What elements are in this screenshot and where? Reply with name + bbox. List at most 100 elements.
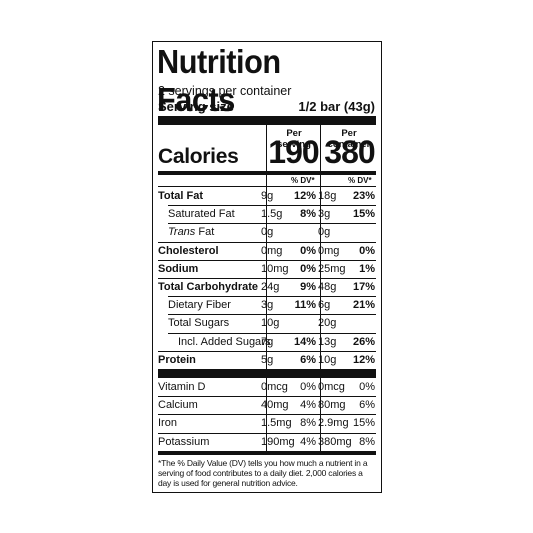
amount-per-container: 25mg bbox=[318, 262, 346, 275]
amount-per-serving: 24g bbox=[261, 281, 280, 293]
row-divider bbox=[158, 414, 376, 416]
nutrient-name: Protein bbox=[158, 353, 196, 366]
dv-per-container: 26% bbox=[352, 335, 375, 348]
col-header-per-serving: Per serving bbox=[277, 128, 311, 150]
thick-divider-mid bbox=[158, 369, 376, 378]
row-divider bbox=[158, 432, 376, 434]
nutrient-row: Total Fat 9g 12% 18g 23% bbox=[158, 187, 376, 205]
amount-per-serving: 3g bbox=[261, 299, 274, 312]
amount-per-serving: 0mcg bbox=[261, 381, 288, 393]
column-separator-3 bbox=[266, 378, 267, 451]
amount-per-container: 0mg bbox=[318, 244, 340, 257]
dv-per-container: 21% bbox=[352, 299, 375, 312]
dv-per-serving: 14% bbox=[293, 335, 316, 348]
dv-per-container: 15% bbox=[352, 417, 375, 430]
row-divider bbox=[168, 296, 376, 298]
dv-per-container: 8% bbox=[359, 435, 375, 448]
amount-per-serving: 1.5g bbox=[261, 208, 283, 221]
row-divider bbox=[158, 350, 376, 352]
amount-per-container: 13g bbox=[318, 335, 337, 348]
serving-size-label: Serving size bbox=[158, 99, 234, 114]
dv-per-container: 0% bbox=[359, 244, 375, 257]
amount-per-container: 10g bbox=[318, 353, 337, 366]
amount-per-serving: 190mg bbox=[261, 435, 295, 448]
dv-per-serving: 6% bbox=[300, 353, 316, 366]
amount-per-container: 3g bbox=[318, 208, 331, 221]
nutrient-name: Trans Fat bbox=[168, 226, 215, 239]
calories-label: Calories bbox=[158, 145, 239, 168]
amount-per-container: 80mg bbox=[318, 399, 346, 412]
nutrient-name: Incl. Added Sugars bbox=[178, 335, 271, 348]
row-divider bbox=[168, 332, 376, 334]
servings-per-container: 2 servings per container bbox=[158, 84, 292, 98]
nutrient-row: Total Carbohydrate 24g 9% 48g 17% bbox=[158, 278, 376, 296]
nutrient-row: Saturated Fat 1.5g 8% 3g 15% bbox=[158, 205, 376, 223]
row-divider bbox=[158, 241, 376, 243]
dv-header-serving: % DV* bbox=[291, 176, 315, 185]
amount-per-container: 20g bbox=[318, 317, 337, 330]
dv-per-container: 15% bbox=[352, 208, 375, 221]
dv-per-serving: 12% bbox=[293, 190, 316, 202]
footnote: *The % Daily Value (DV) tells you how mu… bbox=[158, 458, 368, 488]
dv-per-container: 12% bbox=[352, 353, 375, 366]
row-divider bbox=[168, 223, 376, 225]
calories-divider bbox=[158, 171, 376, 175]
amount-per-container: 2.9mg bbox=[318, 417, 349, 430]
dv-per-container: 23% bbox=[352, 190, 375, 202]
col-header-per-container: Per container bbox=[327, 128, 371, 150]
calories-per-container: 380 bbox=[324, 134, 375, 170]
serving-size-value: 1/2 bar (43g) bbox=[298, 99, 375, 114]
amount-per-container: 0g bbox=[318, 226, 331, 239]
amount-per-serving: 1.5mg bbox=[261, 417, 292, 430]
dv-divider bbox=[158, 186, 376, 187]
dv-per-serving: 0% bbox=[300, 244, 316, 257]
amount-per-container: 6g bbox=[318, 299, 331, 312]
nutrient-row: Protein 5g 6% 10g 12% bbox=[158, 351, 376, 369]
dv-header-container: % DV* bbox=[348, 176, 372, 185]
column-separator-1 bbox=[266, 124, 267, 369]
amount-per-container: 380mg bbox=[318, 435, 352, 448]
amount-per-serving: 10mg bbox=[261, 262, 289, 275]
label-title: Nutrition Facts bbox=[157, 43, 281, 118]
dv-per-serving: 11% bbox=[294, 299, 316, 312]
row-divider bbox=[158, 259, 376, 261]
calories-per-serving: 190 bbox=[268, 134, 319, 170]
dv-per-serving: 4% bbox=[300, 435, 316, 448]
amount-per-serving: 5g bbox=[261, 353, 274, 366]
amount-per-serving: 0mg bbox=[261, 244, 283, 257]
row-divider bbox=[168, 314, 376, 316]
column-separator-4 bbox=[320, 378, 321, 451]
nutrient-name: Saturated Fat bbox=[168, 208, 235, 221]
nutrient-name: Total Carbohydrate bbox=[158, 281, 259, 293]
vitamin-row: Vitamin D 0mcg 0% 0mcg 0% bbox=[158, 378, 376, 396]
dv-per-serving: 9% bbox=[300, 281, 316, 293]
vitamin-name: Potassium bbox=[158, 435, 210, 448]
dv-per-container: 1% bbox=[359, 262, 375, 275]
nutrient-row: Cholesterol 0mg 0% 0mg 0% bbox=[158, 242, 376, 260]
vitamin-name: Iron bbox=[158, 417, 177, 430]
nutrient-name: Sodium bbox=[158, 262, 199, 275]
thick-divider-top bbox=[158, 116, 376, 125]
footnote-divider bbox=[158, 451, 376, 455]
amount-per-container: 0mcg bbox=[318, 381, 345, 393]
dv-per-serving: 4% bbox=[300, 399, 316, 412]
nutrient-name: Dietary Fiber bbox=[168, 299, 231, 312]
vitamin-row: Iron 1.5mg 8% 2.9mg 15% bbox=[158, 414, 376, 432]
nutrient-row: Sodium 10mg 0% 25mg 1% bbox=[158, 260, 376, 278]
amount-per-serving: 40mg bbox=[261, 399, 289, 412]
column-separator-2 bbox=[320, 124, 321, 369]
dv-per-container: 17% bbox=[352, 281, 375, 293]
amount-per-serving: 9g bbox=[261, 190, 274, 202]
nutrient-row: Trans Fat 0g 0g bbox=[158, 223, 376, 241]
dv-per-serving: 8% bbox=[300, 417, 316, 430]
vitamin-row: Potassium 190mg 4% 380mg 8% bbox=[158, 433, 376, 451]
vitamin-name: Calcium bbox=[158, 399, 198, 412]
dv-per-serving: 8% bbox=[300, 208, 316, 221]
nutrient-name-italic: Trans bbox=[168, 226, 196, 239]
nutrient-name: Total Sugars bbox=[168, 317, 230, 330]
row-divider bbox=[158, 278, 376, 279]
nutrient-row: Incl. Added Sugars 7g 14% 13g 26% bbox=[158, 333, 376, 351]
amount-per-container: 48g bbox=[318, 281, 337, 293]
row-divider bbox=[158, 396, 376, 398]
nutrient-row: Dietary Fiber 3g 11% 6g 21% bbox=[158, 296, 376, 314]
